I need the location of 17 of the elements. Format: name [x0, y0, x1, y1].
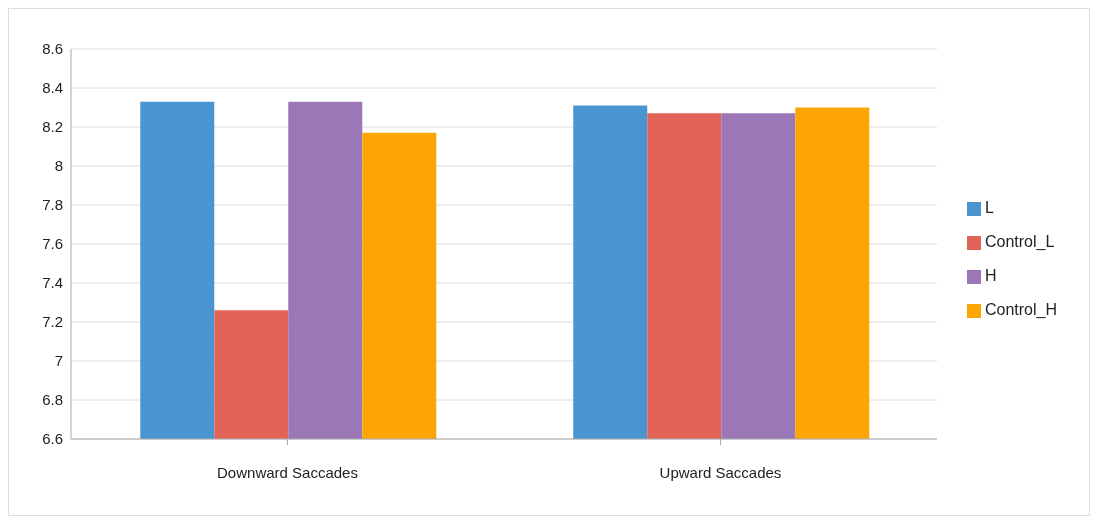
y-tick-label: 7.6 — [42, 235, 63, 253]
y-tick-label: 8.4 — [42, 79, 63, 97]
legend-label: Control_H — [984, 301, 1057, 318]
y-tick-label: 7 — [54, 352, 63, 370]
y-tick-label: 8.6 — [42, 40, 63, 58]
legend-label: L — [984, 199, 994, 216]
y-tick-label: 6.8 — [42, 391, 63, 409]
legend-label: H — [984, 267, 997, 284]
x-tick-label: Upward Saccades — [659, 463, 782, 481]
legend-label: Control_L — [984, 233, 1055, 250]
x-tick-label: Downward Saccades — [217, 463, 358, 481]
y-tick-label: 6.6 — [42, 430, 63, 448]
y-tick-label: 7.8 — [42, 196, 63, 214]
y-tick-label: 8 — [54, 157, 63, 175]
y-tick-label: 7.2 — [42, 313, 63, 331]
y-tick-label: 8.2 — [42, 118, 63, 136]
y-tick-label: 7.4 — [42, 274, 63, 292]
